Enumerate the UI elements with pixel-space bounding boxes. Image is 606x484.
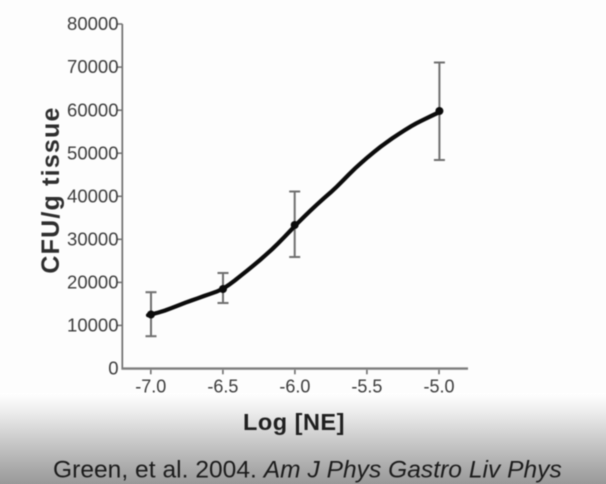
svg-text:-6.5: -6.5 [207,377,238,397]
svg-text:CFU/g tissue: CFU/g tissue [37,106,65,273]
svg-text:60000: 60000 [67,99,118,120]
svg-text:Log [NE]: Log [NE] [243,409,345,435]
svg-text:80000: 80000 [67,13,118,34]
svg-text:-7.0: -7.0 [135,377,166,397]
svg-text:0: 0 [108,358,118,379]
svg-text:40000: 40000 [67,185,118,206]
svg-text:-6.0: -6.0 [279,377,310,397]
svg-text:30000: 30000 [67,228,118,249]
svg-text:Green, et al. 2004. Am J Phys: Green, et al. 2004. Am J Phys Gastro Liv… [53,457,562,484]
svg-text:-5.0: -5.0 [423,377,454,397]
svg-text:50000: 50000 [67,142,118,163]
svg-text:-5.5: -5.5 [351,377,382,397]
svg-text:20000: 20000 [67,272,118,293]
svg-text:70000: 70000 [67,56,118,77]
svg-text:10000: 10000 [67,315,118,336]
